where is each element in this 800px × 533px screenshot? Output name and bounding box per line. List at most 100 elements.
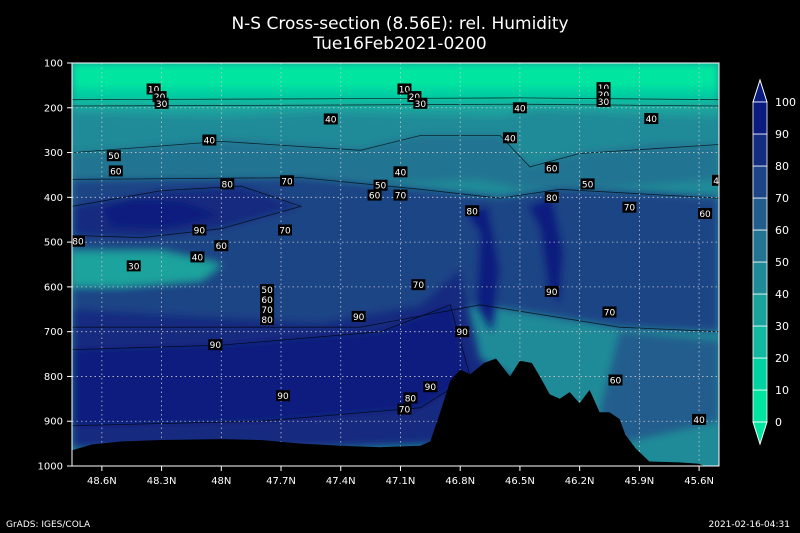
y-tick-label: 200: [44, 103, 63, 114]
svg-text:40: 40: [713, 177, 725, 187]
contour-label: 70: [397, 403, 412, 416]
colorbar-label: 0: [775, 416, 782, 429]
svg-text:60: 60: [216, 242, 228, 252]
contour-label: 80: [72, 235, 85, 248]
colorbar-bottom-arrow: [752, 421, 768, 446]
y-tick-label: 700: [44, 327, 63, 338]
contour-label: 20: [596, 88, 611, 101]
colorbar-label: 10: [775, 384, 789, 397]
contour-label: 60: [608, 374, 623, 387]
contour-label: 40: [512, 102, 527, 114]
colorbar-swatch: [752, 261, 768, 295]
svg-text:60: 60: [699, 210, 711, 220]
svg-text:40: 40: [325, 115, 337, 125]
colorbar-label: 60: [775, 224, 789, 237]
chart-title: N-S Cross-section (8.56E): rel. Humidity: [231, 14, 569, 34]
field-band-60-right: [599, 331, 719, 444]
contour-line: [72, 304, 471, 427]
contour-label: 50: [260, 284, 275, 296]
colorbar-label: 20: [775, 352, 789, 365]
terrain: [72, 358, 719, 466]
svg-text:60: 60: [261, 296, 273, 306]
contour-label: 40: [190, 251, 205, 263]
y-tick-label: 600: [44, 282, 63, 293]
field-band-50-upper: [72, 134, 719, 189]
contour-label: 40: [692, 413, 707, 426]
svg-text:80: 80: [546, 194, 558, 204]
svg-text:60: 60: [110, 167, 122, 177]
plot-frame: [71, 62, 720, 467]
field-upper-10: [72, 85, 719, 98]
svg-text:70: 70: [261, 306, 273, 316]
svg-text:40: 40: [192, 253, 204, 263]
colorbar-label: 40: [775, 288, 789, 301]
plot-area: 1020301020301020304040404040506040604080…: [72, 63, 725, 466]
x-tick-label: 46.8N: [445, 476, 475, 487]
x-tick-label: 45.6N: [684, 476, 714, 487]
contour-label: 80: [260, 314, 275, 326]
contour-label: 60: [108, 165, 123, 177]
svg-text:20: 20: [598, 91, 610, 101]
x-tick-label: 48N: [211, 476, 231, 487]
colorbar-swatch: [752, 197, 768, 231]
contour-label: 80: [544, 191, 559, 204]
x-tick-label: 48.6N: [87, 476, 117, 487]
field-core-90-right: [527, 197, 564, 305]
contour-label: 60: [214, 240, 229, 252]
colorbar-swatch: [752, 101, 768, 135]
contour-label: 70: [602, 306, 617, 318]
contour-label: 90: [276, 390, 291, 402]
x-tick-label: 47.4N: [326, 476, 356, 487]
contour-label: 90: [208, 339, 223, 351]
x-tick-label: 46.5N: [505, 476, 535, 487]
contour-label: 40: [393, 166, 408, 178]
y-tick-label: 900: [44, 417, 63, 428]
svg-text:60: 60: [369, 192, 381, 202]
field-dry-30: [72, 251, 222, 287]
contour-label: 90: [423, 381, 438, 393]
colorbar-swatch: [752, 165, 768, 199]
svg-text:70: 70: [413, 281, 425, 291]
svg-text:80: 80: [222, 180, 234, 190]
x-tick-label: 47.1N: [386, 476, 416, 487]
colorbar-label: 100: [775, 96, 796, 109]
y-tick-label: 800: [44, 372, 63, 383]
x-axis: 48.6N 48.3N 48N 47.7N 47.4N 47.1N 46.8N 46.5N 46…: [87, 466, 714, 487]
colorbar-swatch: [752, 293, 768, 327]
contour-label: 70: [411, 279, 426, 291]
svg-text:80: 80: [72, 238, 84, 248]
contour-label: 80: [403, 392, 418, 404]
contour-label: 80: [465, 205, 480, 217]
contour-label: 60: [544, 162, 559, 174]
svg-text:10: 10: [148, 85, 160, 95]
contour-label: 50: [373, 179, 388, 192]
svg-text:80: 80: [466, 207, 478, 217]
y-axis: 100 200 300 400 500 600 700 800 900 1000: [38, 59, 72, 473]
x-tick-label: 46.2N: [565, 476, 595, 487]
y-tick-label: 400: [44, 193, 63, 204]
colorbar-swatch: [752, 325, 768, 359]
contour-line: [72, 185, 303, 239]
svg-text:50: 50: [261, 286, 273, 296]
contour-label: 40: [502, 132, 517, 144]
y-tick-label: 500: [44, 238, 63, 249]
humidity-field: [72, 63, 719, 449]
contour-labels: 1020301020301020304040404040506040604080…: [72, 82, 725, 426]
contour-label: 60: [367, 189, 382, 202]
contour-label: 70: [278, 224, 293, 237]
svg-text:50: 50: [375, 182, 387, 192]
contour-label: 30: [154, 97, 169, 110]
field-upper-0: [72, 63, 719, 88]
contour-label: 40: [323, 113, 338, 125]
field-upper-30: [72, 103, 719, 117]
svg-text:70: 70: [395, 192, 407, 202]
colorbar-swatch: [752, 357, 768, 391]
svg-text:30: 30: [156, 100, 168, 110]
y-tick-label: 1000: [38, 462, 63, 473]
x-tick-label: 47.7N: [266, 476, 296, 487]
svg-text:50: 50: [582, 180, 594, 190]
colorbar-label: 90: [775, 128, 789, 141]
chart-subtitle: Tue16Feb2021-0200: [313, 34, 487, 54]
svg-text:90: 90: [546, 288, 558, 298]
